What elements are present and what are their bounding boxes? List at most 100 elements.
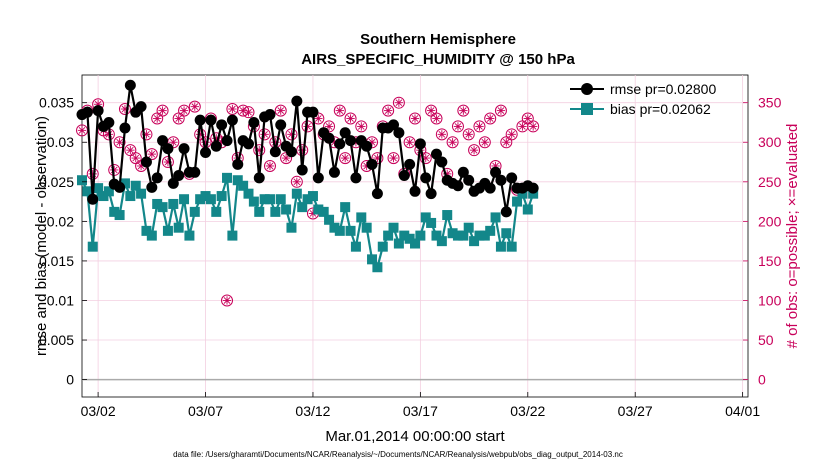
bias-point [136, 188, 147, 199]
rmse-point [307, 106, 319, 118]
obs-count-point [478, 136, 491, 149]
bias-point [393, 238, 404, 249]
bias-point [243, 188, 254, 199]
x-tick-label: 03/22 [510, 403, 545, 419]
rmse-point [81, 106, 93, 118]
obs-count-point [172, 112, 185, 125]
rmse-point [323, 132, 335, 144]
rmse-point [87, 193, 99, 205]
rmse-point [425, 188, 437, 200]
bias-point [232, 175, 243, 186]
rmse-point [173, 169, 185, 181]
chart-subtitle: AIRS_SPECIFIC_HUMIDITY @ 150 hPa [301, 51, 575, 68]
obs-count-point [161, 156, 174, 169]
y-left-tick-label: 0.03 [47, 134, 74, 150]
y-right-tick-label: 200 [758, 213, 782, 229]
rmse-point [527, 182, 539, 194]
y-axis-left-label: rmse and bias (model - observation) [33, 116, 50, 356]
bias-point [495, 241, 506, 252]
bias-point [109, 206, 120, 217]
rmse-point [404, 158, 416, 170]
bias-point [388, 222, 399, 233]
bias-point [87, 241, 98, 252]
obs-count-point [339, 152, 352, 165]
obs-count-point [333, 104, 346, 117]
bias-point [415, 230, 426, 241]
x-tick-label: 03/27 [618, 403, 653, 419]
bias-point [313, 204, 324, 215]
bias-point [157, 202, 168, 213]
rmse-point [232, 158, 244, 170]
grid-lines [82, 75, 748, 397]
rmse-point [221, 135, 233, 147]
obs-count-point [76, 124, 88, 137]
rmse-point [393, 127, 405, 139]
rmse-point [350, 172, 362, 184]
bias-point [77, 175, 87, 186]
bias-point [479, 230, 490, 241]
bias-point [114, 210, 125, 221]
legend-rmse-label: rmse pr=0.02800 [610, 81, 716, 97]
obs-count-point [484, 112, 497, 125]
rmse-point [178, 143, 190, 155]
rmse-point [253, 172, 265, 184]
y-axis-left-ticks: 0 0.005 0.01 0.015 0.02 0.025 0.03 0.035 [39, 95, 87, 388]
obs-count-point [226, 103, 239, 116]
rmse-point [409, 185, 421, 197]
rmse-point [226, 114, 238, 126]
bias-point [469, 236, 480, 247]
obs-count-point [129, 152, 142, 165]
legend: rmse pr=0.02800 bias pr=0.02062 [570, 81, 716, 117]
bias-point [281, 204, 292, 215]
bias-point [410, 238, 420, 249]
rmse-point [135, 101, 147, 113]
bias-point [211, 206, 222, 217]
obs-count-point [285, 128, 298, 141]
bias-point [146, 230, 157, 241]
obs-count-point [527, 120, 540, 133]
rmse-point [194, 114, 206, 126]
bias-point [238, 180, 249, 191]
obs-count-point [521, 112, 534, 125]
obs-count-point [296, 144, 309, 157]
bias-point [452, 230, 463, 241]
bias-series [77, 172, 539, 273]
obs-count-point [355, 120, 368, 133]
rmse-point [216, 119, 228, 131]
obs-count-point [221, 294, 234, 307]
y-left-tick-label: 0.02 [47, 213, 74, 229]
data-file-footnote: data file: /Users/gharamti/Documents/NCA… [173, 450, 623, 459]
rmse-point [269, 146, 281, 158]
rmse-point [388, 119, 400, 131]
obs-count-point [387, 152, 400, 165]
bias-point [361, 222, 372, 233]
obs-count-point [344, 112, 357, 125]
bias-point [259, 194, 270, 205]
obs-count-point [274, 104, 287, 117]
bias-point [528, 188, 539, 199]
obs-count-point [462, 128, 475, 141]
bias-point [329, 222, 340, 233]
bias-point [404, 233, 415, 244]
rmse-point [420, 172, 432, 184]
rmse-point [484, 182, 496, 194]
y-left-tick-label: 0.025 [39, 174, 74, 190]
legend-bias-marker [581, 103, 593, 115]
bias-point [119, 178, 130, 189]
rmse-point [457, 166, 469, 178]
bias-point [179, 194, 190, 205]
rmse-point [167, 177, 179, 189]
bias-point [485, 225, 496, 236]
bias-point [474, 230, 485, 241]
bias-point [200, 191, 211, 202]
bias-point [377, 241, 388, 252]
obs-count-point [473, 120, 486, 133]
rmse-point [398, 169, 410, 181]
bias-point [222, 172, 233, 183]
obs-count-point [178, 104, 191, 117]
obs-count-point [494, 104, 507, 117]
obs-count-point [430, 112, 443, 125]
y-right-tick-label: 300 [758, 134, 782, 150]
rmse-point [275, 119, 287, 131]
